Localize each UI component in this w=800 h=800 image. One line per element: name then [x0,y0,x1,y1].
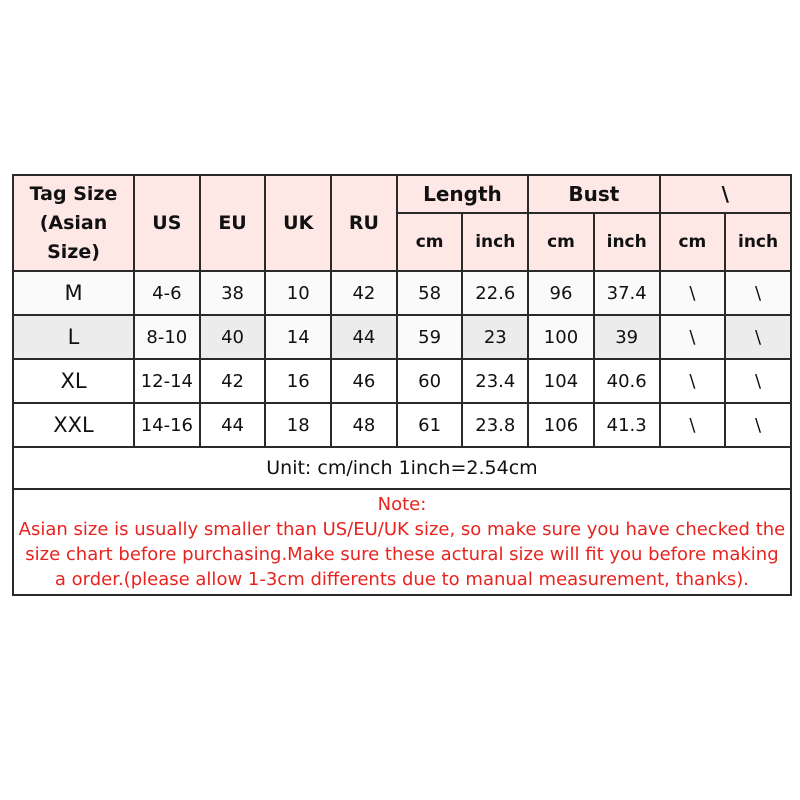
table-cell: \ [658,314,727,360]
table-cell: 10 [264,270,333,316]
table-cell: 23.4 [461,358,530,404]
table-cell: 41.3 [592,402,661,448]
size-rows: M 4-6 38 10 42 58 22.6 96 37.4 \ \ L 8-10 40 14 44 59 23 1… [12,270,792,448]
table-cell: 22.6 [461,270,530,316]
table-cell: 59 [395,314,464,360]
size-label: XL [12,358,135,404]
table-cell: 14 [264,314,333,360]
header-bust-cm: cm [527,212,595,272]
table-cell: 4-6 [133,270,201,316]
header-bust: Bust [527,174,661,214]
table-cell: 96 [527,270,595,316]
table-cell: 38 [198,270,267,316]
header-uk: UK [264,174,333,272]
header-us: US [133,174,201,272]
note-text: Asian size is usually smaller than US/EU… [18,519,786,590]
note: Note: Asian size is usually smaller than… [12,488,792,596]
table-cell: 104 [527,358,595,404]
table-row: XXL 14-16 44 18 48 61 23.8 106 41.3 \ \ [12,402,792,448]
unit-info: Unit: cm/inch 1inch=2.54cm [12,446,792,490]
table-cell: 14-16 [133,402,201,448]
table-cell: 46 [330,358,398,404]
header-length-cm: cm [395,212,464,272]
table-cell: 42 [198,358,267,404]
table-cell: 23 [461,314,530,360]
table-row: L 8-10 40 14 44 59 23 100 39 \ \ [12,314,792,360]
table-cell: \ [658,402,727,448]
table-cell: 61 [395,402,464,448]
table-cell: 16 [264,358,333,404]
table-cell: \ [658,358,727,404]
table-cell: 48 [330,402,398,448]
table-cell: 39 [592,314,661,360]
table-cell: 42 [330,270,398,316]
table-cell: 58 [395,270,464,316]
table-cell: 23.8 [461,402,530,448]
table-cell: \ [724,314,792,360]
header-tag-size: Tag Size (Asian Size) [12,174,135,272]
header-bust-inch: inch [592,212,661,272]
table-row: XL 12-14 42 16 46 60 23.4 104 40.6 \ \ [12,358,792,404]
table-row: M 4-6 38 10 42 58 22.6 96 37.4 \ \ [12,270,792,316]
header-other: \ [658,174,792,214]
size-label: XXL [12,402,135,448]
header-other-cm: cm [658,212,727,272]
table-cell: \ [724,358,792,404]
table-cell: 8-10 [133,314,201,360]
table-cell: 44 [330,314,398,360]
table-cell: \ [724,402,792,448]
header-other-inch: inch [724,212,792,272]
header-ru: RU [330,174,398,272]
table-cell: 37.4 [592,270,661,316]
table-cell: 40.6 [592,358,661,404]
note-title: Note: [377,494,427,515]
table-cell: 12-14 [133,358,201,404]
size-label: M [12,270,135,316]
table-cell: 18 [264,402,333,448]
header-length-inch: inch [461,212,530,272]
header-eu: EU [198,174,267,272]
size-chart-table: Tag Size (Asian Size) US EU UK RU Length… [12,174,792,596]
table-cell: 100 [527,314,595,360]
table-cell: \ [658,270,727,316]
table-cell: 40 [198,314,267,360]
table-cell: 106 [527,402,595,448]
header-length: Length [395,174,530,214]
table-cell: 60 [395,358,464,404]
table-cell: 44 [198,402,267,448]
size-label: L [12,314,135,360]
table-cell: \ [724,270,792,316]
